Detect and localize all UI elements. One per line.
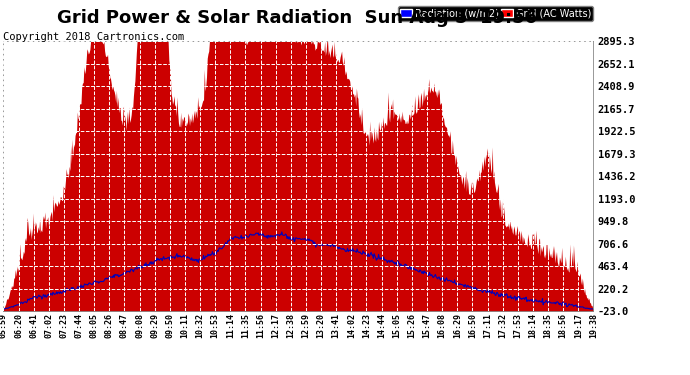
Legend: Radiation (w/m2), Grid (AC Watts): Radiation (w/m2), Grid (AC Watts)	[398, 6, 593, 21]
Text: Grid Power & Solar Radiation  Sun Aug 5  19:56: Grid Power & Solar Radiation Sun Aug 5 1…	[57, 9, 537, 27]
Text: Copyright 2018 Cartronics.com: Copyright 2018 Cartronics.com	[3, 32, 185, 42]
